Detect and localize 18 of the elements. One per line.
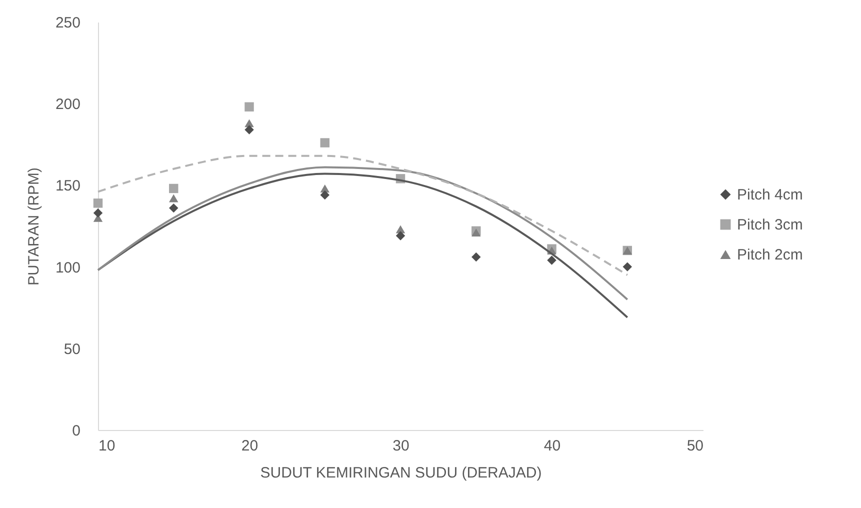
- x-axis-title: SUDUT KEMIRINGAN SUDU (DERAJAD): [260, 464, 542, 482]
- y-tick-label: 0: [72, 422, 80, 440]
- line-series: [97, 154, 628, 276]
- y-tick-label: 50: [64, 340, 80, 358]
- legend-label: Pitch 2cm: [737, 246, 803, 264]
- y-tick-label: 200: [55, 96, 80, 114]
- x-tick-label: 30: [392, 438, 410, 454]
- x-tick-label: 50: [686, 438, 704, 454]
- y-axis-title: PUTARAN (RPM): [25, 167, 42, 286]
- legend-label: Pitch 4cm: [737, 186, 803, 204]
- y-tick-label: 250: [55, 14, 80, 32]
- x-tick-label: 10: [98, 438, 116, 454]
- y-tick-label: 100: [55, 259, 80, 276]
- legend-label: Pitch 3cm: [737, 216, 803, 234]
- y-tick-label: 150: [55, 178, 80, 195]
- x-tick-label: 40: [544, 438, 561, 454]
- line-series: [97, 166, 628, 300]
- x-tick-label: 20: [241, 438, 258, 454]
